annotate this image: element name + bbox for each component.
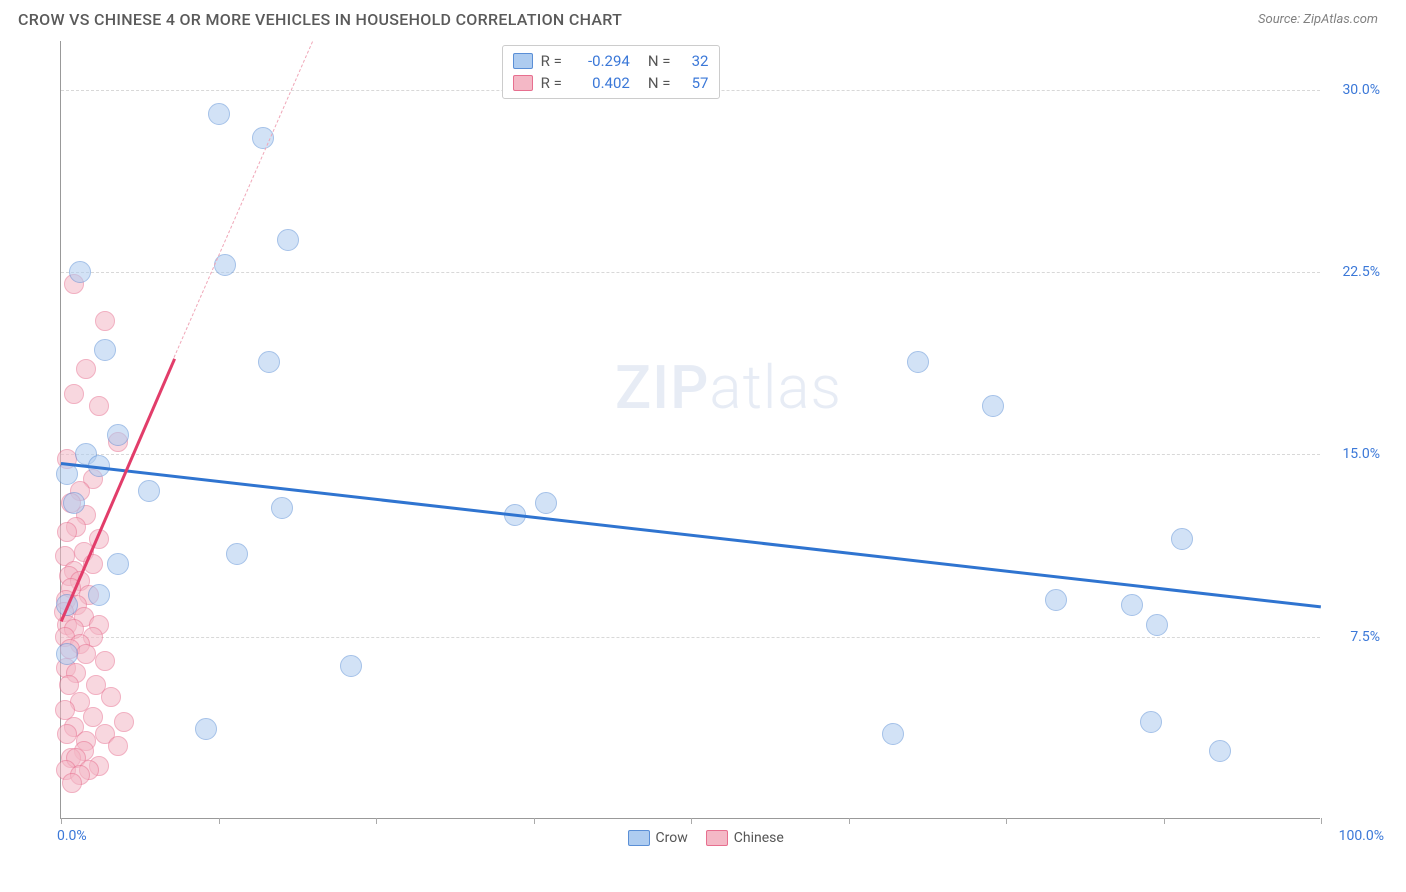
x-axis-min-label: 0.0% <box>57 828 87 844</box>
chinese-point <box>89 396 109 416</box>
crow-point <box>69 261 91 283</box>
crow-point <box>1140 711 1162 733</box>
crow-point <box>907 351 929 373</box>
n-value: 32 <box>679 52 709 70</box>
crow-point <box>277 229 299 251</box>
crow-point <box>107 553 129 575</box>
chart-header: CROW VS CHINESE 4 OR MORE VEHICLES IN HO… <box>0 0 1406 35</box>
n-label: N = <box>648 52 671 70</box>
gridline <box>61 637 1320 638</box>
crow-point <box>882 723 904 745</box>
y-tick-label: 15.0% <box>1325 446 1380 462</box>
crow-point <box>138 480 160 502</box>
chart-source: Source: ZipAtlas.com <box>1258 12 1378 27</box>
series-legend: Crow Chinese <box>628 830 784 846</box>
crow-point <box>535 492 557 514</box>
legend-swatch <box>706 830 728 846</box>
crow-point <box>1146 614 1168 636</box>
chinese-point <box>95 311 115 331</box>
plot-region: ZIPatlas 7.5%15.0%22.5%30.0%0.0%100.0%R … <box>60 41 1320 819</box>
crow-point <box>1121 594 1143 616</box>
chinese-point <box>95 651 115 671</box>
crow-point <box>208 103 230 125</box>
chinese-point <box>62 773 82 793</box>
y-tick-label: 22.5% <box>1325 264 1380 280</box>
crow-point <box>107 424 129 446</box>
crow-trend-line <box>61 462 1321 608</box>
r-value: 0.402 <box>570 74 630 92</box>
gridline <box>61 272 1320 273</box>
crow-point <box>63 492 85 514</box>
r-label: R = <box>541 52 562 70</box>
correlation-legend: R = -0.294 N = 32 R = 0.402 N = 57 <box>502 45 720 99</box>
crow-point <box>88 584 110 606</box>
legend-item: Crow <box>628 830 688 846</box>
crow-point <box>56 643 78 665</box>
legend-swatch <box>513 53 533 69</box>
crow-point <box>982 395 1004 417</box>
crow-point <box>226 543 248 565</box>
crow-point <box>340 655 362 677</box>
x-tick <box>376 818 377 824</box>
r-label: R = <box>541 74 562 92</box>
crow-point <box>1045 589 1067 611</box>
legend-label: Chinese <box>734 830 784 846</box>
chinese-point <box>64 384 84 404</box>
chinese-point <box>76 644 96 664</box>
crow-point <box>258 351 280 373</box>
gridline <box>61 454 1320 455</box>
chinese-point <box>76 359 96 379</box>
y-tick-label: 7.5% <box>1325 629 1380 645</box>
x-tick <box>219 818 220 824</box>
chinese-point <box>114 712 134 732</box>
r-value: -0.294 <box>570 52 630 70</box>
crow-point <box>1171 528 1193 550</box>
n-value: 57 <box>679 74 709 92</box>
legend-swatch <box>513 75 533 91</box>
crow-point <box>94 339 116 361</box>
chinese-point <box>57 724 77 744</box>
y-tick-label: 30.0% <box>1325 82 1380 98</box>
crow-point <box>271 497 293 519</box>
x-tick <box>849 818 850 824</box>
x-tick <box>1006 818 1007 824</box>
chinese-point <box>108 736 128 756</box>
chinese-point <box>57 522 77 542</box>
crow-point <box>195 718 217 740</box>
x-tick <box>61 818 62 824</box>
chinese-point <box>101 687 121 707</box>
chinese-point <box>83 707 103 727</box>
x-tick <box>534 818 535 824</box>
legend-swatch <box>628 830 650 846</box>
x-tick <box>691 818 692 824</box>
legend-item: Chinese <box>706 830 784 846</box>
x-axis-max-label: 100.0% <box>1339 828 1384 844</box>
crow-point <box>1209 740 1231 762</box>
watermark: ZIPatlas <box>615 352 842 423</box>
chart-title: CROW VS CHINESE 4 OR MORE VEHICLES IN HO… <box>18 10 622 29</box>
x-tick <box>1164 818 1165 824</box>
n-label: N = <box>648 74 671 92</box>
x-tick <box>1321 818 1322 824</box>
legend-label: Crow <box>656 830 688 846</box>
